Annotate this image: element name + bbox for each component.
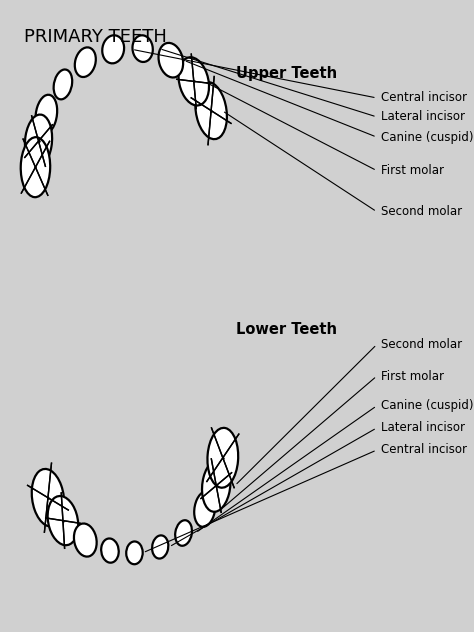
Ellipse shape [175,520,192,546]
Text: Canine (cuspid): Canine (cuspid) [381,399,473,412]
Ellipse shape [54,70,72,99]
Text: Lateral incisor: Lateral incisor [381,422,465,434]
Ellipse shape [36,95,57,134]
Ellipse shape [74,523,97,557]
Text: Second molar: Second molar [381,205,462,218]
Ellipse shape [158,43,183,78]
Text: First molar: First molar [381,164,444,177]
Ellipse shape [194,491,215,527]
Ellipse shape [101,538,118,562]
Text: Central incisor: Central incisor [381,444,467,456]
Ellipse shape [179,58,209,106]
Ellipse shape [152,535,168,559]
Ellipse shape [25,114,52,167]
Ellipse shape [202,459,230,512]
Ellipse shape [48,496,78,545]
Text: Canine (cuspid): Canine (cuspid) [381,131,473,143]
Text: Second molar: Second molar [381,338,462,351]
Ellipse shape [195,82,227,139]
Text: Upper Teeth: Upper Teeth [236,66,337,82]
Ellipse shape [21,137,50,197]
Text: Lower Teeth: Lower Teeth [236,322,337,337]
Ellipse shape [32,469,64,526]
Ellipse shape [132,35,153,62]
Ellipse shape [102,35,124,63]
Ellipse shape [208,428,238,488]
Text: Central incisor: Central incisor [381,92,467,104]
Text: PRIMARY TEETH: PRIMARY TEETH [24,28,166,46]
Text: Lateral incisor: Lateral incisor [381,111,465,123]
Text: First molar: First molar [381,370,444,382]
Ellipse shape [126,542,143,564]
Ellipse shape [75,47,96,77]
